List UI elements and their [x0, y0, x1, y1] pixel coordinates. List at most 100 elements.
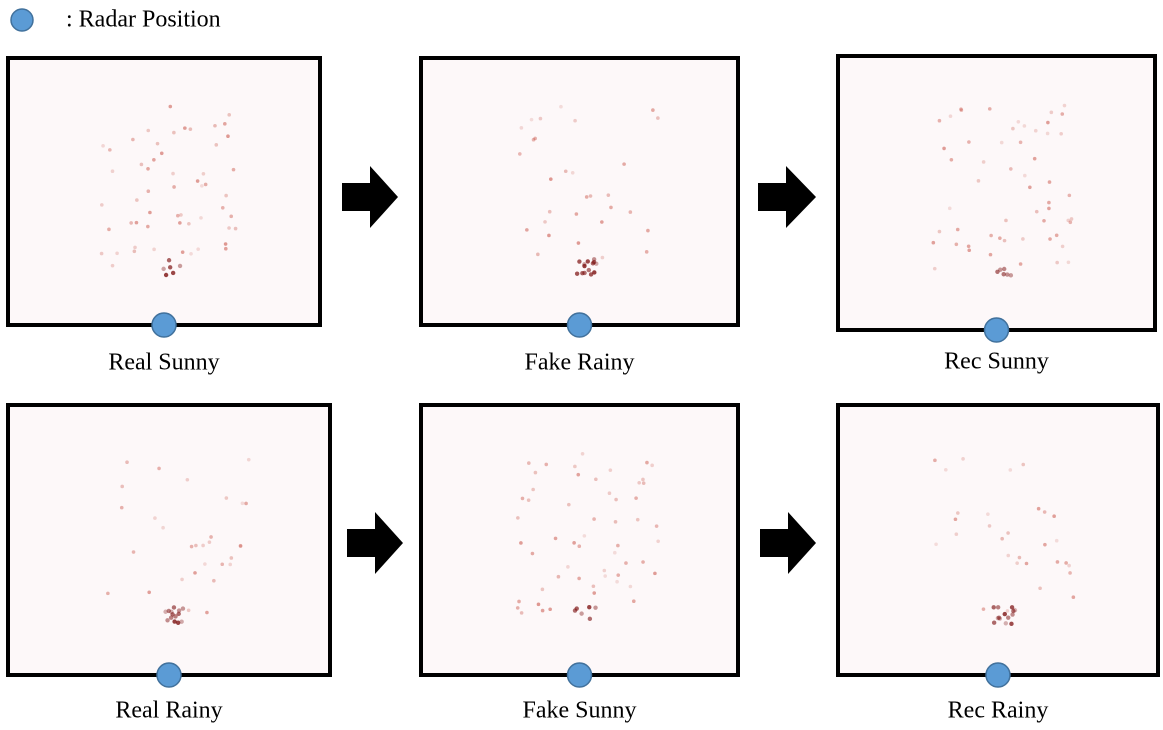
radar-point — [536, 253, 540, 257]
radar-point — [977, 179, 981, 183]
radar-point — [201, 544, 205, 548]
radar-point — [178, 221, 182, 225]
figure: : Radar Position Real SunnyFake RainyRec… — [0, 0, 1163, 730]
radar-point — [588, 617, 592, 621]
radar-point — [576, 473, 580, 477]
radar-point — [1003, 239, 1007, 243]
radar-point — [651, 108, 655, 112]
radar-point — [1064, 561, 1068, 565]
radar-point — [582, 262, 586, 266]
radar-point — [601, 256, 605, 260]
radar-point — [516, 516, 520, 520]
radar-point — [587, 605, 591, 609]
radar-point — [171, 271, 175, 275]
radar-point — [992, 620, 996, 624]
radar-point — [995, 270, 999, 274]
radar-point — [181, 250, 185, 254]
panel — [8, 405, 330, 675]
radar-point — [1043, 510, 1047, 514]
radar-point — [148, 211, 152, 215]
radar-point — [608, 491, 612, 495]
radar-point — [180, 578, 184, 582]
radar-point — [531, 552, 535, 556]
panel-label: Fake Sunny — [523, 698, 637, 724]
radar-point — [641, 478, 645, 482]
radar-point — [645, 461, 649, 465]
radar-point — [125, 460, 129, 464]
radar-point — [637, 481, 641, 485]
radar-point — [196, 247, 200, 251]
radar-point — [1067, 564, 1071, 568]
radar-point — [172, 131, 176, 135]
radar-point — [557, 575, 561, 579]
radar-point — [948, 207, 952, 211]
radar-point — [221, 206, 225, 210]
radar-point — [227, 113, 231, 117]
radar-point — [615, 580, 619, 584]
radar-point — [100, 252, 104, 256]
radar-point — [547, 234, 551, 238]
radar-point — [573, 119, 577, 123]
radar-point — [932, 241, 936, 245]
radar-point — [202, 172, 206, 176]
radar-point — [956, 511, 960, 515]
radar-point — [135, 198, 139, 202]
radar-point — [518, 152, 522, 156]
radar-point — [534, 471, 538, 475]
radar-point — [208, 540, 212, 544]
radar-point — [541, 609, 545, 613]
radar-point — [183, 126, 187, 130]
radar-point — [594, 477, 598, 481]
radar-point — [591, 261, 595, 265]
panel — [421, 405, 738, 675]
radar-point — [1048, 180, 1052, 184]
radar-point — [1042, 219, 1046, 223]
radar-point — [575, 606, 579, 610]
radar-point — [517, 600, 521, 604]
radar-point — [530, 118, 534, 122]
radar-point — [950, 158, 954, 162]
radar-point — [187, 608, 191, 612]
radar-point — [585, 195, 589, 199]
radar-point — [177, 608, 181, 612]
radar-point — [1050, 111, 1054, 115]
radar-point — [1059, 132, 1063, 136]
radar-point — [629, 210, 633, 214]
radar-point — [1055, 233, 1059, 237]
radar-point — [106, 592, 110, 596]
radar-point — [646, 229, 650, 233]
radar-point — [101, 144, 105, 148]
radar-point — [120, 485, 124, 489]
radar-point — [1068, 571, 1072, 575]
radar-point — [1009, 622, 1013, 626]
radar-point — [1019, 140, 1023, 144]
radar-point — [577, 544, 581, 548]
radar-point — [989, 253, 993, 257]
radar-point — [982, 160, 986, 164]
radar-point — [1033, 157, 1037, 161]
radar-point — [212, 579, 216, 583]
radar-point — [516, 606, 520, 610]
radar-point — [575, 212, 579, 216]
radar-point — [157, 467, 161, 471]
radar-point — [531, 488, 535, 492]
radar-point — [164, 273, 168, 277]
arrow — [342, 166, 398, 228]
radar-point — [140, 163, 144, 167]
radar-point — [156, 142, 160, 146]
legend-label: : Radar Position — [66, 7, 221, 33]
radar-point — [1035, 210, 1039, 214]
radar-point — [938, 230, 942, 234]
radar-point — [613, 551, 617, 555]
radar-point — [129, 221, 133, 225]
radar-point — [1019, 262, 1023, 266]
radar-point — [944, 468, 948, 472]
radar-point — [996, 605, 1000, 609]
radar-position — [985, 318, 1009, 342]
radar-position — [152, 313, 176, 337]
radar-point — [1021, 237, 1025, 241]
radar-point — [1043, 543, 1047, 547]
radar-point — [224, 247, 228, 251]
radar-point — [1002, 267, 1006, 271]
radar-point — [539, 117, 543, 121]
